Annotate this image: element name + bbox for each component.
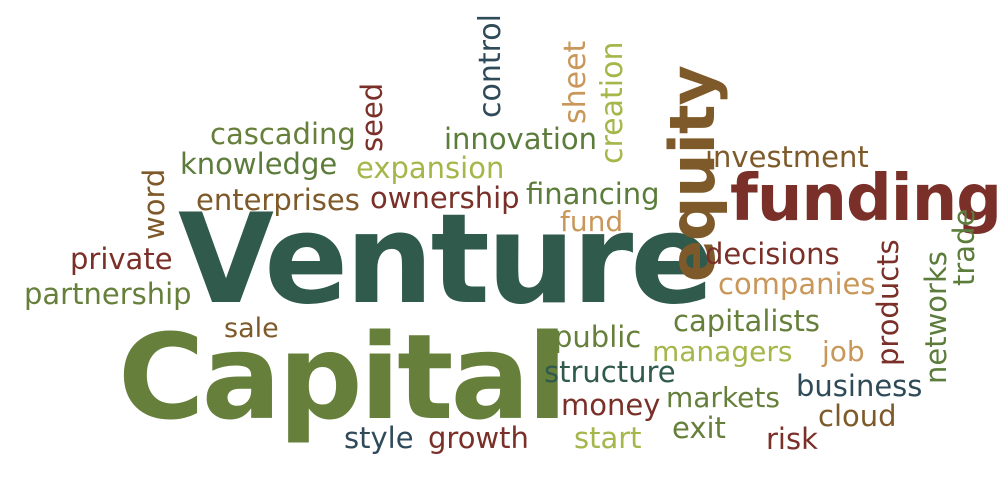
word-control: control xyxy=(473,14,508,118)
word-fund: fund xyxy=(560,205,624,238)
word-ownership: ownership xyxy=(370,181,520,215)
word-managers: managers xyxy=(652,335,793,368)
word-sale: sale xyxy=(224,313,279,344)
word-expansion: expansion xyxy=(356,151,505,185)
word-funding: funding xyxy=(730,162,1000,236)
word-creation: creation xyxy=(595,41,630,164)
word-money: money xyxy=(561,388,661,422)
word-companies: companies xyxy=(718,267,876,301)
word-public: public xyxy=(554,320,642,354)
word-knowledge: knowledge xyxy=(180,147,338,181)
word-private: private xyxy=(70,242,173,276)
word-start: start xyxy=(574,421,642,455)
word-trade: trade xyxy=(947,208,981,286)
word-word: word xyxy=(137,168,171,240)
word-cascading: cascading xyxy=(210,117,356,151)
word-business: business xyxy=(796,369,923,403)
word-capital: Capital xyxy=(118,308,568,446)
word-exit: exit xyxy=(672,411,726,445)
word-enterprises: enterprises xyxy=(196,183,360,217)
word-venture: Venture xyxy=(178,188,714,332)
word-sheet: sheet xyxy=(558,40,593,124)
word-investment: investment xyxy=(705,140,869,174)
word-cloud: cloud xyxy=(818,399,897,433)
word-financing: financing xyxy=(526,177,660,211)
word-structure: structure xyxy=(544,355,676,389)
word-partnership: partnership xyxy=(24,277,192,311)
word-innovation: innovation xyxy=(444,122,598,156)
word-job: job xyxy=(822,335,865,368)
word-style: style xyxy=(344,421,414,455)
word-risk: risk xyxy=(766,422,818,456)
word-growth: growth xyxy=(428,421,529,455)
word-seed: seed xyxy=(355,82,389,152)
word-capitalists: capitalists xyxy=(673,304,821,338)
word-decisions: decisions xyxy=(705,237,840,271)
word-products: products xyxy=(871,239,905,366)
word-markets: markets xyxy=(666,381,780,414)
